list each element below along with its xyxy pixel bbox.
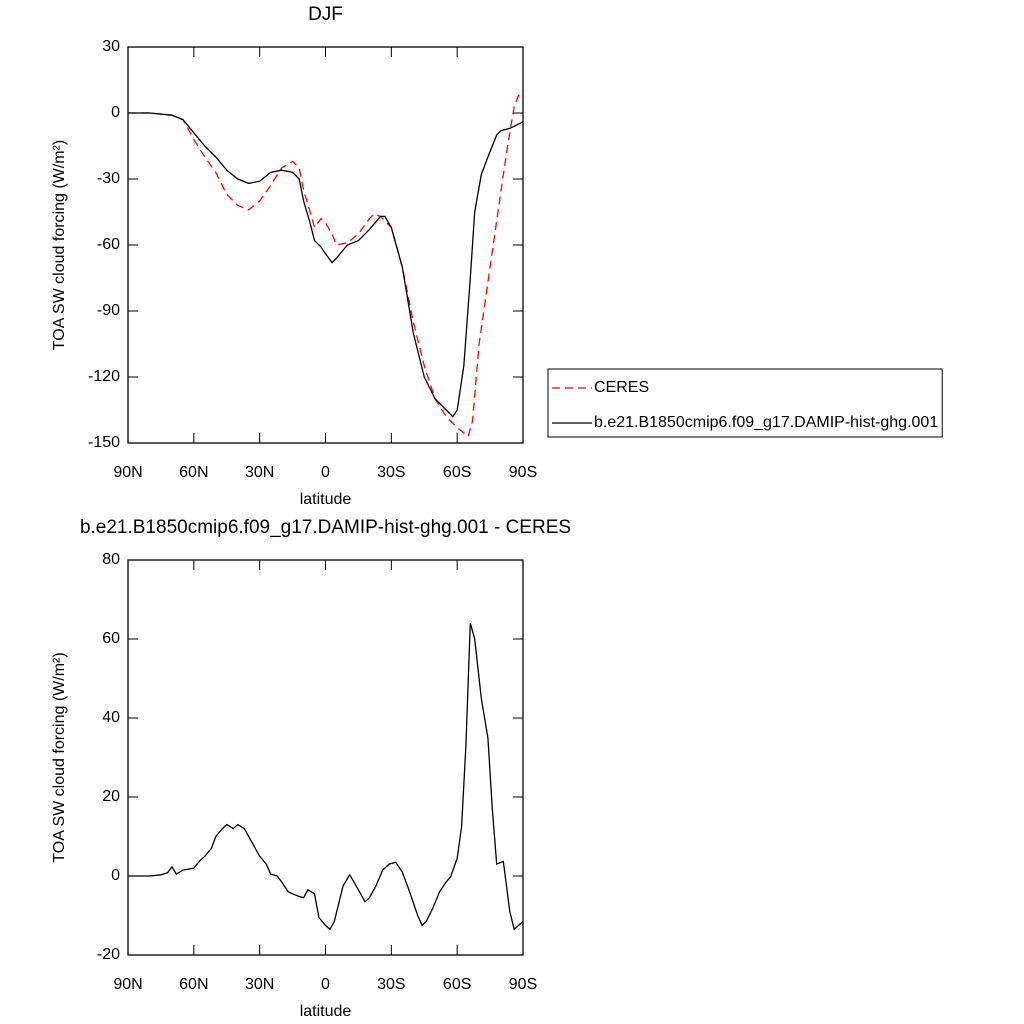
chart-title: b.e21.B1850cmip6.f09_g17.DAMIP-hist-ghg.… <box>80 517 571 538</box>
x-tick-label: 90S <box>509 464 537 481</box>
plot-frame <box>127 559 524 956</box>
y-tick-label: -20 <box>97 946 120 963</box>
y-tick-label: 30 <box>102 38 120 55</box>
y-tick-label: 20 <box>102 788 120 805</box>
y-axis-label: TOA SW cloud forcing (W/m²) <box>51 652 68 862</box>
x-axis-label: latitude <box>300 491 352 508</box>
x-tick-label: 60N <box>179 976 208 993</box>
y-tick-label: 80 <box>102 551 120 568</box>
x-tick-label: 0 <box>321 976 330 993</box>
y-tick-label: -60 <box>97 236 120 253</box>
series-line <box>128 112 524 418</box>
legend-label: b.e21.B1850cmip6.f09_g17.DAMIP-hist-ghg.… <box>594 414 938 431</box>
y-axis-label: TOA SW cloud forcing (W/m²) <box>51 140 68 350</box>
x-tick-label: 90S <box>509 976 537 993</box>
y-tick-label: -90 <box>97 302 120 319</box>
x-tick-label: 30S <box>377 464 405 481</box>
x-tick-label: 0 <box>321 464 330 481</box>
y-tick-label: 60 <box>102 630 120 647</box>
y-tick-label: 0 <box>111 104 120 121</box>
x-tick-label: 60S <box>443 464 471 481</box>
plot-frame <box>127 46 524 444</box>
y-tick-label: 0 <box>111 867 120 884</box>
x-tick-label: 90N <box>113 976 142 993</box>
chart-title: DJF <box>308 4 343 25</box>
x-tick-label: 30N <box>245 464 274 481</box>
legend-label: CERES <box>594 379 649 396</box>
x-tick-label: 30S <box>377 976 405 993</box>
series-line <box>128 623 524 931</box>
x-tick-label: 90N <box>113 464 142 481</box>
y-tick-label: -150 <box>88 434 120 451</box>
series-line <box>128 94 524 438</box>
x-axis-label: latitude <box>300 1003 352 1020</box>
legend: CERES b.e21.B1850cmip6.f09_g17.DAMIP-hist… <box>547 368 943 438</box>
y-tick-label: -30 <box>97 170 120 187</box>
y-tick-label: 40 <box>102 709 120 726</box>
x-tick-label: 60S <box>443 976 471 993</box>
x-tick-label: 60N <box>179 464 208 481</box>
y-tick-label: -120 <box>88 368 120 385</box>
x-tick-label: 30N <box>245 976 274 993</box>
legend-box <box>547 368 943 438</box>
